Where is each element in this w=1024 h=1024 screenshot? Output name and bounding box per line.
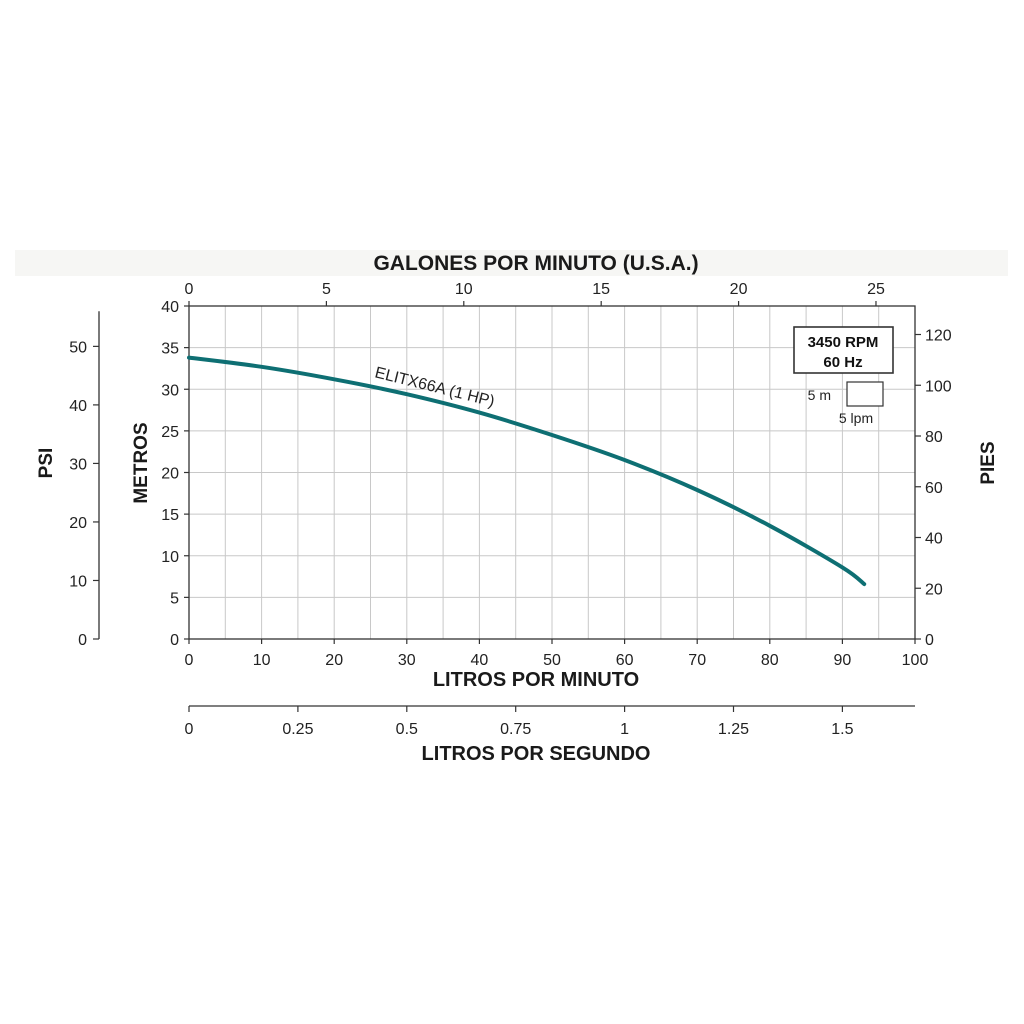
legend-scale-box <box>846 381 884 407</box>
x-tick-label: 50 <box>543 652 561 669</box>
psi-tick-label: 0 <box>78 632 87 649</box>
x-tick-label: 0 <box>185 652 194 669</box>
right-tick-label: 120 <box>925 328 952 345</box>
x-tick-label: 60 <box>616 652 634 669</box>
y-tick-label: 10 <box>161 549 179 566</box>
legend-hz: 60 Hz <box>823 354 862 371</box>
x-tick-label: 40 <box>471 652 489 669</box>
y-tick-label: 25 <box>161 424 179 441</box>
y-tick-label: 0 <box>170 632 179 649</box>
header-band <box>15 250 1008 276</box>
x-tick-label: 90 <box>834 652 852 669</box>
x-tick-label: 70 <box>688 652 706 669</box>
top-tick-label: 0 <box>185 281 194 298</box>
legend: 3450 RPM 60 Hz 5 m 5 lpm <box>793 326 894 426</box>
lps-tick-label: 0.5 <box>396 721 418 738</box>
x-tick-label: 100 <box>902 652 929 669</box>
right-tick-label: 80 <box>925 429 943 446</box>
right-axis-title: PIES <box>978 441 999 484</box>
series-line-elitx66a <box>187 355 867 587</box>
top-tick-label: 15 <box>592 281 610 298</box>
x-tick-label: 20 <box>325 652 343 669</box>
lps-tick-label: 0.25 <box>282 721 313 738</box>
psi-tick-label: 50 <box>69 339 87 356</box>
right-tick-label: 20 <box>925 581 943 598</box>
bottom2-axis-title: LITROS POR SEGUNDO <box>422 743 651 765</box>
lps-tick-label: 1.25 <box>718 721 749 738</box>
lps-tick-label: 0 <box>185 721 194 738</box>
top-tick-label: 10 <box>455 281 473 298</box>
lps-tick-label: 1.5 <box>831 721 853 738</box>
legend-rpm: 3450 RPM <box>808 334 879 351</box>
x-tick-label: 10 <box>253 652 271 669</box>
y-tick-label: 35 <box>161 341 179 358</box>
y-tick-label: 40 <box>161 299 179 316</box>
right-tick-label: 100 <box>925 378 952 395</box>
x-tick-label: 80 <box>761 652 779 669</box>
right-tick-label: 0 <box>925 632 934 649</box>
x-tick-label: 30 <box>398 652 416 669</box>
top-tick-label: 5 <box>322 281 331 298</box>
lps-tick-label: 1 <box>620 721 629 738</box>
y-tick-label: 20 <box>161 466 179 483</box>
y-tick-label: 30 <box>161 382 179 399</box>
series-layer <box>187 355 867 587</box>
top-tick-label: 25 <box>867 281 885 298</box>
psi-axis-title: PSI <box>36 448 57 479</box>
right-tick-label: 60 <box>925 480 943 497</box>
top-axis-title: GALONES POR MINUTO (U.S.A.) <box>373 252 698 275</box>
legend-box <box>793 326 894 374</box>
psi-tick-label: 30 <box>69 456 87 473</box>
right-tick-label: 40 <box>925 531 943 548</box>
legend-scale-h: 5 lpm <box>839 410 873 426</box>
series-label: ELITX66A (1 HP) <box>373 364 496 410</box>
legend-scale-v: 5 m <box>808 387 831 403</box>
y-tick-label: 5 <box>170 590 179 607</box>
top-tick-label: 20 <box>730 281 748 298</box>
lps-tick-label: 0.75 <box>500 721 531 738</box>
y-axis-title: METROS <box>131 422 152 503</box>
x-axis-title: LITROS POR MINUTO <box>433 669 639 691</box>
psi-tick-label: 10 <box>69 573 87 590</box>
y-tick-label: 15 <box>161 507 179 524</box>
psi-tick-label: 20 <box>69 515 87 532</box>
psi-tick-label: 40 <box>69 398 87 415</box>
